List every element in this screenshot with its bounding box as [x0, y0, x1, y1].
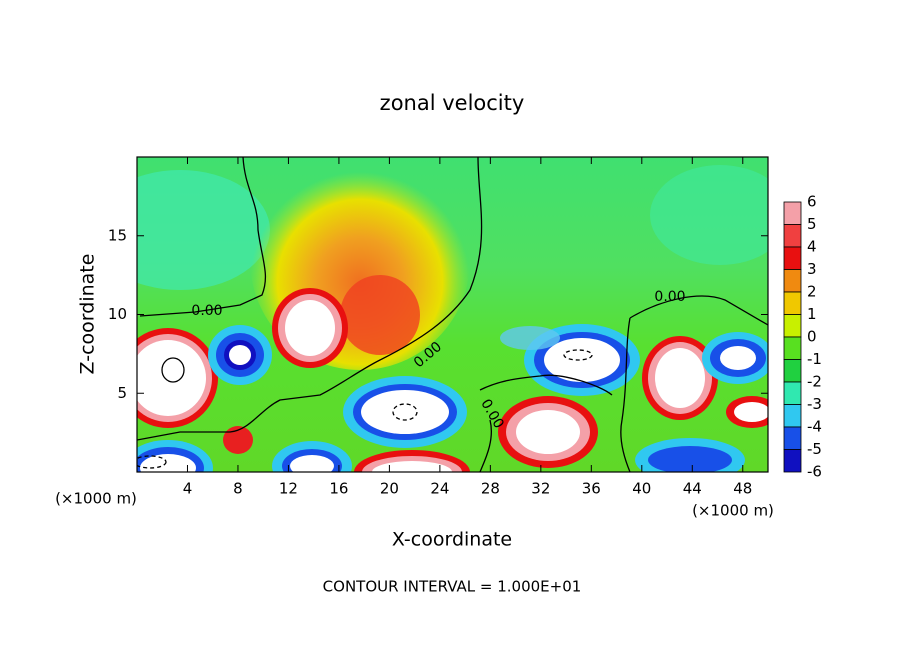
- colorbar-cell: [783, 359, 802, 383]
- contour-label: 0.00: [191, 303, 222, 319]
- colorbar-label: 3: [807, 260, 817, 278]
- colorbar-label: -4: [807, 418, 822, 436]
- colorbar-label: -1: [807, 350, 822, 368]
- contour-label: 0.00: [654, 289, 685, 305]
- field: 0.00 0.00 0.00 0.00: [137, 157, 768, 472]
- colorbar-cell: [783, 426, 802, 450]
- x-tick-label: 44: [683, 480, 702, 498]
- x-axis-label: X-coordinate: [392, 529, 512, 551]
- colorbar-label: -6: [807, 463, 822, 481]
- x-tick-label: 36: [582, 480, 601, 498]
- colorbar-cell: [783, 246, 802, 270]
- y-tick-label: 5: [117, 384, 127, 402]
- x-tick-label: 8: [233, 480, 243, 498]
- colorbar-cell: [783, 269, 802, 293]
- colorbar-cell: [783, 291, 802, 315]
- colorbar-label: 6: [807, 193, 817, 211]
- x-tick-label: 32: [531, 480, 550, 498]
- colorbar-label: 0: [807, 328, 817, 346]
- colorbar-cell: [783, 314, 802, 338]
- colorbar-label: 5: [807, 215, 817, 233]
- footer: CONTOUR INTERVAL = 1.000E+01: [323, 578, 582, 596]
- colorbar-label: 4: [807, 238, 817, 256]
- x-tick-label: 12: [279, 480, 298, 498]
- colorbar-label: -5: [807, 440, 822, 458]
- colorbar-cell: [783, 449, 802, 473]
- x-tick-label: 16: [329, 480, 348, 498]
- x-tick-label: 20: [380, 480, 399, 498]
- y-tick-label: 15: [108, 226, 127, 244]
- x-tick-label: 48: [733, 480, 752, 498]
- colorbar-label: -3: [807, 395, 822, 413]
- chart-title: zonal velocity: [380, 91, 525, 115]
- colorbar-label: 1: [807, 305, 817, 323]
- x-unit: (×1000 m): [692, 502, 774, 520]
- colorbar-cell: [783, 336, 802, 360]
- colorbar-cell: [783, 201, 802, 225]
- colorbar-cell: [783, 224, 802, 248]
- colorbar-label: -2: [807, 373, 822, 391]
- y-axis-label: Z-coordinate: [77, 254, 99, 375]
- colorbar-cell: [783, 404, 802, 428]
- x-tick-label: 24: [430, 480, 449, 498]
- colorbar-cell: [783, 381, 802, 405]
- y-tick-label: 10: [108, 305, 127, 323]
- x-tick-label: 4: [183, 480, 193, 498]
- x-tick-label: 28: [481, 480, 500, 498]
- y-unit: (×1000 m): [55, 490, 137, 508]
- colorbar-label: 2: [807, 283, 817, 301]
- x-tick-label: 40: [632, 480, 651, 498]
